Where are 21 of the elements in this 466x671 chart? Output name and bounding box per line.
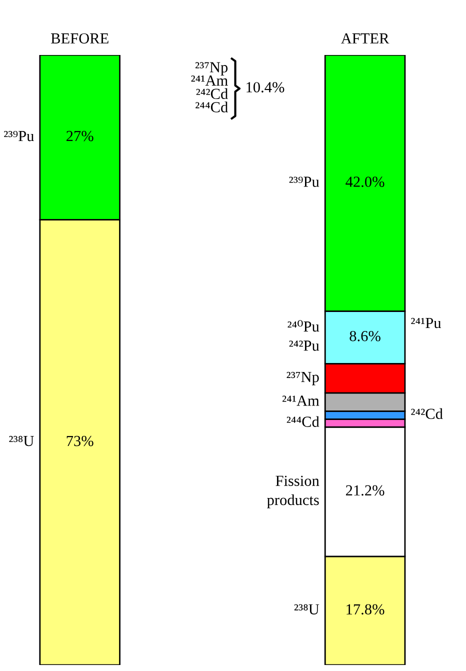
- series-label: ²⁴⁰Pu ²⁴²Pu: [288, 320, 320, 351]
- data-label: 73%: [66, 436, 94, 446]
- text: ²³⁹Pu: [289, 176, 320, 187]
- data-label: 21.2%: [346, 485, 384, 496]
- x-tick-label: AFTER: [341, 33, 390, 44]
- series-label: ²⁴¹Am: [282, 396, 320, 406]
- text: ²³⁸U: [294, 604, 320, 614]
- data-label: 8.6%: [350, 330, 380, 342]
- annotation: ²³⁷Np ²⁴¹Am ²⁴²Cd ²⁴⁴Cd: [191, 62, 228, 112]
- data-label: 27%: [66, 130, 94, 142]
- annotation: ²⁴¹Pu: [411, 318, 442, 328]
- series-label: ²⁴⁴Cd: [286, 416, 320, 427]
- series-label: ²³⁹Pu: [4, 130, 34, 142]
- series-label: Fission products: [267, 476, 320, 508]
- annotation: 10.4%: [246, 82, 284, 92]
- series-label: ²³⁷Np: [286, 372, 319, 386]
- data-label: 42.0%: [346, 176, 384, 187]
- x-tick-label: BEFORE: [51, 33, 108, 44]
- series-label: ²³⁸U: [9, 436, 34, 446]
- data-label: 17.8%: [346, 604, 384, 615]
- series-label: ²⁴²Cd: [411, 408, 443, 420]
